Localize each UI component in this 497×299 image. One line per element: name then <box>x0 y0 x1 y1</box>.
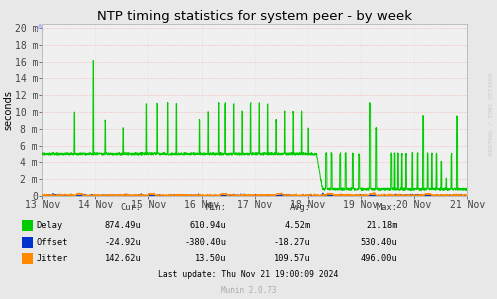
Text: Min:: Min: <box>205 203 226 212</box>
Text: 142.62u: 142.62u <box>105 254 142 263</box>
Text: Delay: Delay <box>36 221 63 230</box>
Text: 13.50u: 13.50u <box>195 254 226 263</box>
Text: -18.27u: -18.27u <box>274 238 311 247</box>
Text: Avg:: Avg: <box>290 203 311 212</box>
Text: RRDTOOL / TOBI OETIKER: RRDTOOL / TOBI OETIKER <box>489 72 494 155</box>
Y-axis label: seconds: seconds <box>3 90 13 130</box>
Text: Offset: Offset <box>36 238 68 247</box>
Text: 496.00u: 496.00u <box>361 254 398 263</box>
Text: 610.94u: 610.94u <box>189 221 226 230</box>
Text: Jitter: Jitter <box>36 254 68 263</box>
Title: NTP timing statistics for system peer - by week: NTP timing statistics for system peer - … <box>97 10 412 23</box>
Text: 874.49u: 874.49u <box>105 221 142 230</box>
Text: Last update: Thu Nov 21 19:00:09 2024: Last update: Thu Nov 21 19:00:09 2024 <box>159 270 338 279</box>
Text: 109.57u: 109.57u <box>274 254 311 263</box>
Text: Max:: Max: <box>377 203 398 212</box>
Text: -24.92u: -24.92u <box>105 238 142 247</box>
Text: 530.40u: 530.40u <box>361 238 398 247</box>
Text: Cur:: Cur: <box>121 203 142 212</box>
Text: -380.40u: -380.40u <box>184 238 226 247</box>
Text: Munin 2.0.73: Munin 2.0.73 <box>221 286 276 295</box>
Text: 4.52m: 4.52m <box>284 221 311 230</box>
Text: 21.18m: 21.18m <box>366 221 398 230</box>
